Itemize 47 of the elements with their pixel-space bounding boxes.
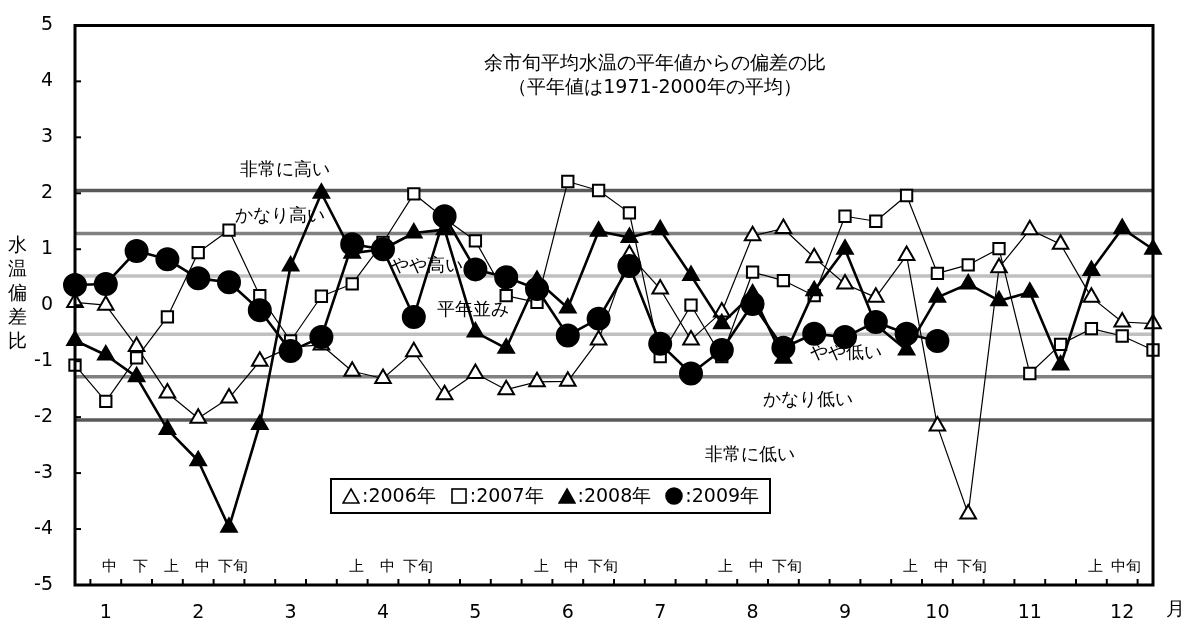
y-tick-label: 2 bbox=[40, 180, 53, 203]
x-tick-label: 7 bbox=[654, 599, 667, 622]
y-axis-title: 水温偏差比 bbox=[8, 232, 28, 352]
category-label: 中 10 bbox=[925, 556, 950, 622]
category-label: 中 6 bbox=[561, 556, 580, 622]
text: 余市旬平均水温の平年値からの偏差の比 bbox=[483, 50, 827, 74]
x-tick-label: 上 bbox=[1087, 556, 1103, 575]
y-tick-label: 1 bbox=[40, 236, 53, 259]
x-tick-label: 下旬 bbox=[772, 556, 803, 575]
x-axis-title: 月 bbox=[1166, 596, 1185, 621]
x-tick-label: 5 bbox=[469, 599, 482, 622]
y-tick-label: -3 bbox=[34, 460, 53, 483]
x-tick-label: 下 bbox=[133, 556, 149, 575]
annotation: 非常に高い bbox=[240, 157, 330, 179]
x-tick-label: 上 bbox=[903, 556, 919, 575]
y-tick-label: 3 bbox=[40, 124, 53, 147]
annotation: やや低い bbox=[810, 340, 882, 362]
y-tick-label: 5 bbox=[40, 12, 53, 35]
x-tick-label: 9 bbox=[838, 599, 852, 622]
y-tick-label: -4 bbox=[34, 515, 53, 538]
x-tick-label: 上 bbox=[718, 556, 734, 575]
x-tick-label: 下旬 bbox=[402, 556, 433, 575]
x-tick-label: 3 bbox=[284, 599, 297, 622]
y-tick-label: -5 bbox=[34, 571, 53, 594]
x-tick-label: 下旬 bbox=[587, 556, 618, 575]
text: （平年値は1971-2000年の平均） bbox=[507, 74, 803, 98]
x-tick-label: 下旬 bbox=[957, 556, 988, 575]
legend-label: :2007年 bbox=[468, 483, 544, 508]
x-tick-label: 上 bbox=[533, 556, 549, 575]
category-label: 中 2 bbox=[192, 556, 210, 622]
category-label: 中 4 bbox=[376, 556, 395, 622]
x-tick-label: 下旬 bbox=[218, 556, 248, 575]
x-tick-label: 上 bbox=[348, 556, 364, 575]
category-label: 中 1 bbox=[99, 556, 118, 622]
legend-label: :2008年 bbox=[576, 483, 652, 508]
legend-label: :2009年 bbox=[684, 483, 760, 508]
annotation: 非常に低い bbox=[705, 442, 795, 464]
x-tick-label: 上 bbox=[163, 556, 179, 575]
x-tick-label: 11 bbox=[1017, 599, 1042, 622]
y-tick-label: 0 bbox=[40, 292, 53, 315]
category-label: 中 8 bbox=[746, 556, 765, 622]
legend-label: :2006年 bbox=[361, 483, 436, 508]
category-label: 中旬 12 bbox=[1110, 556, 1142, 622]
annotation: かなり低い bbox=[763, 387, 853, 409]
y-tick-label: 4 bbox=[40, 68, 53, 91]
y-tick-label: -2 bbox=[34, 404, 53, 427]
y-tick-label: -1 bbox=[34, 348, 53, 371]
